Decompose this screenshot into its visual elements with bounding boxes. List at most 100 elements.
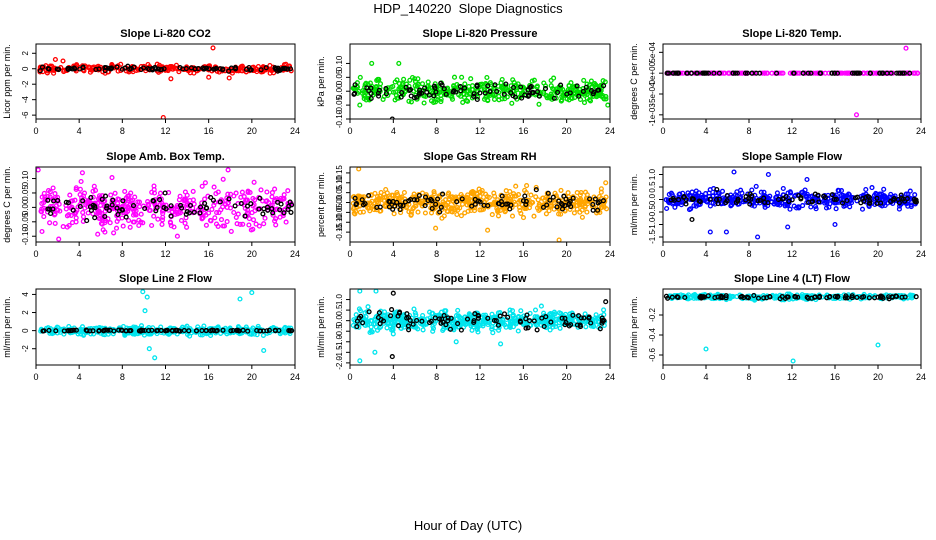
- data-point: [80, 214, 87, 220]
- data-point: [155, 327, 161, 334]
- data-point: [428, 210, 435, 216]
- x-tick-label: 0: [347, 372, 352, 382]
- data-point: [893, 293, 899, 299]
- data-point: [703, 346, 709, 352]
- data-point: [63, 202, 69, 208]
- data-point: [696, 190, 702, 196]
- data-point: [159, 221, 165, 227]
- data-point: [716, 190, 722, 196]
- data-point: [389, 307, 395, 313]
- x-tick-label: 16: [518, 249, 528, 259]
- data-point: [527, 84, 533, 91]
- data-point: [356, 88, 362, 94]
- data-point: [414, 197, 420, 203]
- data-point: [767, 193, 773, 199]
- panel-6: Slope Sample Flow ml/min per min. 0 4 8 12 16 2…: [629, 151, 926, 259]
- data-point: [597, 326, 603, 332]
- data-point: [378, 196, 384, 202]
- data-point: [503, 81, 509, 87]
- data-point: [367, 329, 373, 336]
- data-point: [541, 80, 547, 86]
- x-axis: 0 4 8 12 16 20 24: [347, 242, 615, 259]
- data-point: [380, 318, 387, 324]
- data-point: [866, 295, 872, 301]
- data-point: [728, 196, 734, 202]
- data-point: [133, 208, 139, 214]
- data-point: [260, 211, 266, 217]
- data-point: [389, 354, 395, 360]
- x-tick-label: 4: [391, 249, 396, 259]
- data-point: [233, 190, 239, 196]
- data-point: [445, 191, 451, 198]
- data-point: [354, 324, 360, 330]
- data-point: [703, 198, 710, 204]
- data-point: [52, 220, 58, 226]
- data-point: [777, 296, 783, 302]
- data-point: [206, 66, 212, 72]
- x-tick-label: 8: [120, 372, 125, 382]
- data-point: [85, 210, 91, 216]
- data-point: [366, 192, 372, 199]
- data-point: [162, 190, 168, 196]
- data-point: [210, 197, 216, 203]
- data-point: [383, 86, 389, 92]
- x-tick-label: 4: [703, 126, 708, 136]
- data-point: [805, 295, 811, 301]
- data-point: [262, 215, 268, 221]
- data-point: [191, 209, 197, 215]
- data-point: [558, 187, 564, 193]
- data-point: [817, 70, 824, 76]
- data-point: [417, 90, 423, 96]
- data-point: [355, 321, 361, 327]
- data-point: [257, 195, 263, 201]
- data-point: [102, 213, 108, 220]
- data-point: [82, 205, 88, 211]
- data-point: [576, 93, 582, 99]
- data-point: [668, 197, 674, 203]
- data-point: [492, 193, 498, 199]
- y-tick-label: -2: [21, 345, 30, 353]
- data-point: [839, 70, 845, 76]
- panel-title: Slope Sample Flow: [742, 151, 843, 163]
- data-point: [510, 77, 516, 83]
- data-point: [866, 194, 873, 200]
- data-point: [588, 320, 594, 326]
- data-point: [75, 204, 81, 210]
- data-point: [126, 217, 132, 224]
- data-point: [416, 192, 422, 199]
- y-tick-label: 0.5: [648, 181, 657, 193]
- data-point: [224, 219, 230, 225]
- data-point: [744, 294, 750, 300]
- data-point: [689, 216, 695, 223]
- data-point: [555, 89, 561, 95]
- data-point: [47, 330, 53, 336]
- data-points: [36, 167, 295, 242]
- y-tick-label: -0.05: [335, 203, 344, 222]
- x-tick-label: 8: [120, 249, 125, 259]
- data-point: [90, 194, 96, 200]
- data-point: [724, 192, 730, 199]
- data-point: [583, 198, 589, 204]
- data-point: [376, 76, 382, 82]
- data-point: [832, 221, 838, 228]
- x-axis: 0 4 8 12 16 20 24: [347, 365, 615, 382]
- data-point: [430, 325, 437, 331]
- y-tick-label: -1.0: [648, 217, 657, 231]
- y-tick-label: 0.10: [335, 55, 344, 71]
- data-point: [149, 189, 155, 195]
- data-point: [497, 313, 503, 319]
- data-point: [531, 318, 537, 324]
- data-point: [716, 70, 722, 76]
- data-point: [432, 315, 438, 321]
- data-point: [414, 94, 420, 100]
- data-point: [275, 199, 281, 205]
- data-point: [688, 70, 694, 76]
- data-point: [109, 200, 115, 206]
- data-point: [800, 70, 806, 76]
- x-axis: 0 4 8 12 16 20 24: [33, 119, 300, 136]
- data-point: [541, 323, 547, 330]
- data-point: [97, 210, 103, 216]
- data-point: [421, 100, 427, 106]
- data-point: [774, 70, 780, 76]
- data-point: [102, 193, 109, 199]
